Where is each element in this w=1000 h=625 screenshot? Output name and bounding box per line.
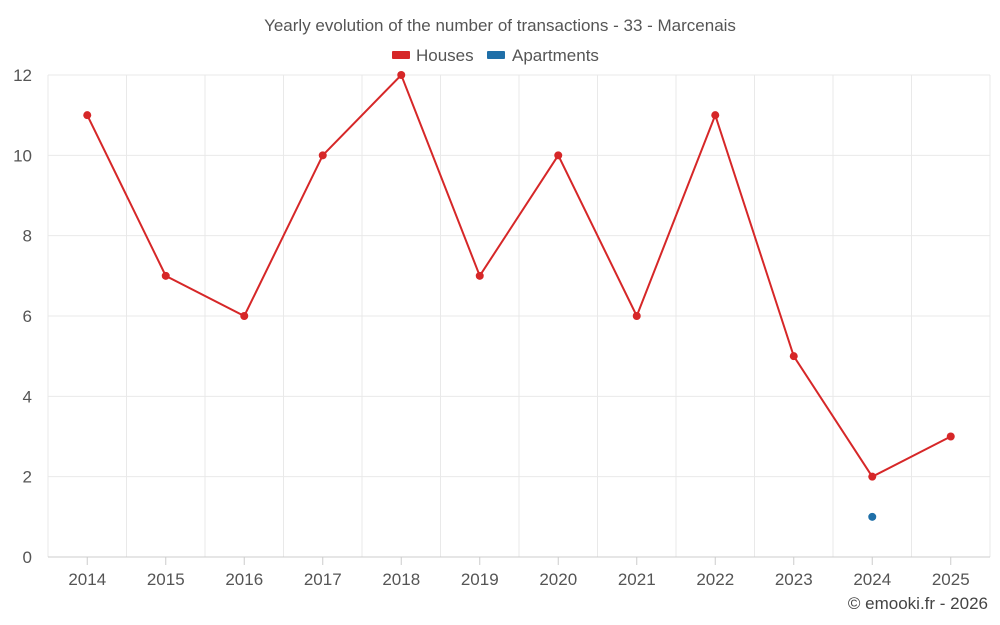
data-point-houses[interactable] — [475, 271, 484, 280]
x-tick-label: 2021 — [618, 570, 656, 589]
data-point-houses[interactable] — [554, 151, 563, 160]
x-tick-label: 2025 — [932, 570, 970, 589]
y-tick-label: 12 — [13, 66, 32, 85]
data-point-houses[interactable] — [789, 352, 798, 361]
x-tick-label: 2020 — [539, 570, 577, 589]
legend: Houses Apartments — [392, 46, 599, 65]
data-point-houses[interactable] — [711, 111, 720, 120]
data-point-houses[interactable] — [318, 151, 327, 160]
series-houses — [83, 71, 955, 481]
series — [83, 71, 955, 521]
legend-swatch-apartments — [487, 51, 505, 59]
y-tick-label: 2 — [23, 468, 32, 487]
x-tick-label: 2015 — [147, 570, 185, 589]
data-point-houses[interactable] — [397, 71, 406, 79]
y-tick-label: 0 — [23, 548, 32, 567]
legend-label-apartments[interactable]: Apartments — [512, 46, 599, 65]
x-tick-label: 2023 — [775, 570, 813, 589]
data-point-houses[interactable] — [161, 271, 170, 280]
y-tick-label: 4 — [23, 387, 32, 406]
x-tick-label: 2022 — [696, 570, 734, 589]
x-tick-label: 2019 — [461, 570, 499, 589]
y-tick-label: 6 — [23, 307, 32, 326]
y-tick-label: 10 — [13, 146, 32, 165]
series-apartments — [868, 512, 877, 521]
y-tick-label: 8 — [23, 227, 32, 246]
data-point-houses[interactable] — [868, 472, 877, 481]
data-point-houses[interactable] — [946, 432, 955, 441]
data-point-apartments[interactable] — [868, 512, 877, 521]
grid — [47, 74, 991, 557]
x-tick-label: 2014 — [68, 570, 106, 589]
x-tick-label: 2016 — [225, 570, 263, 589]
series-line-houses — [86, 73, 952, 478]
legend-label-houses[interactable]: Houses — [416, 46, 474, 65]
chart-title: Yearly evolution of the number of transa… — [264, 16, 736, 35]
data-point-houses[interactable] — [83, 111, 92, 120]
data-point-houses[interactable] — [632, 312, 641, 320]
x-tick-label: 2017 — [304, 570, 342, 589]
axes: 0 2 4 6 8 10 12 2014 2015 2016 2017 2018 2019 2020 202… — [13, 66, 990, 589]
credit-text: © emooki.fr - 2026 — [848, 594, 988, 613]
data-point-houses[interactable] — [240, 312, 249, 320]
legend-swatch-houses — [392, 51, 410, 59]
x-tick-label: 2024 — [853, 570, 891, 589]
x-tick-label: 2018 — [382, 570, 420, 589]
